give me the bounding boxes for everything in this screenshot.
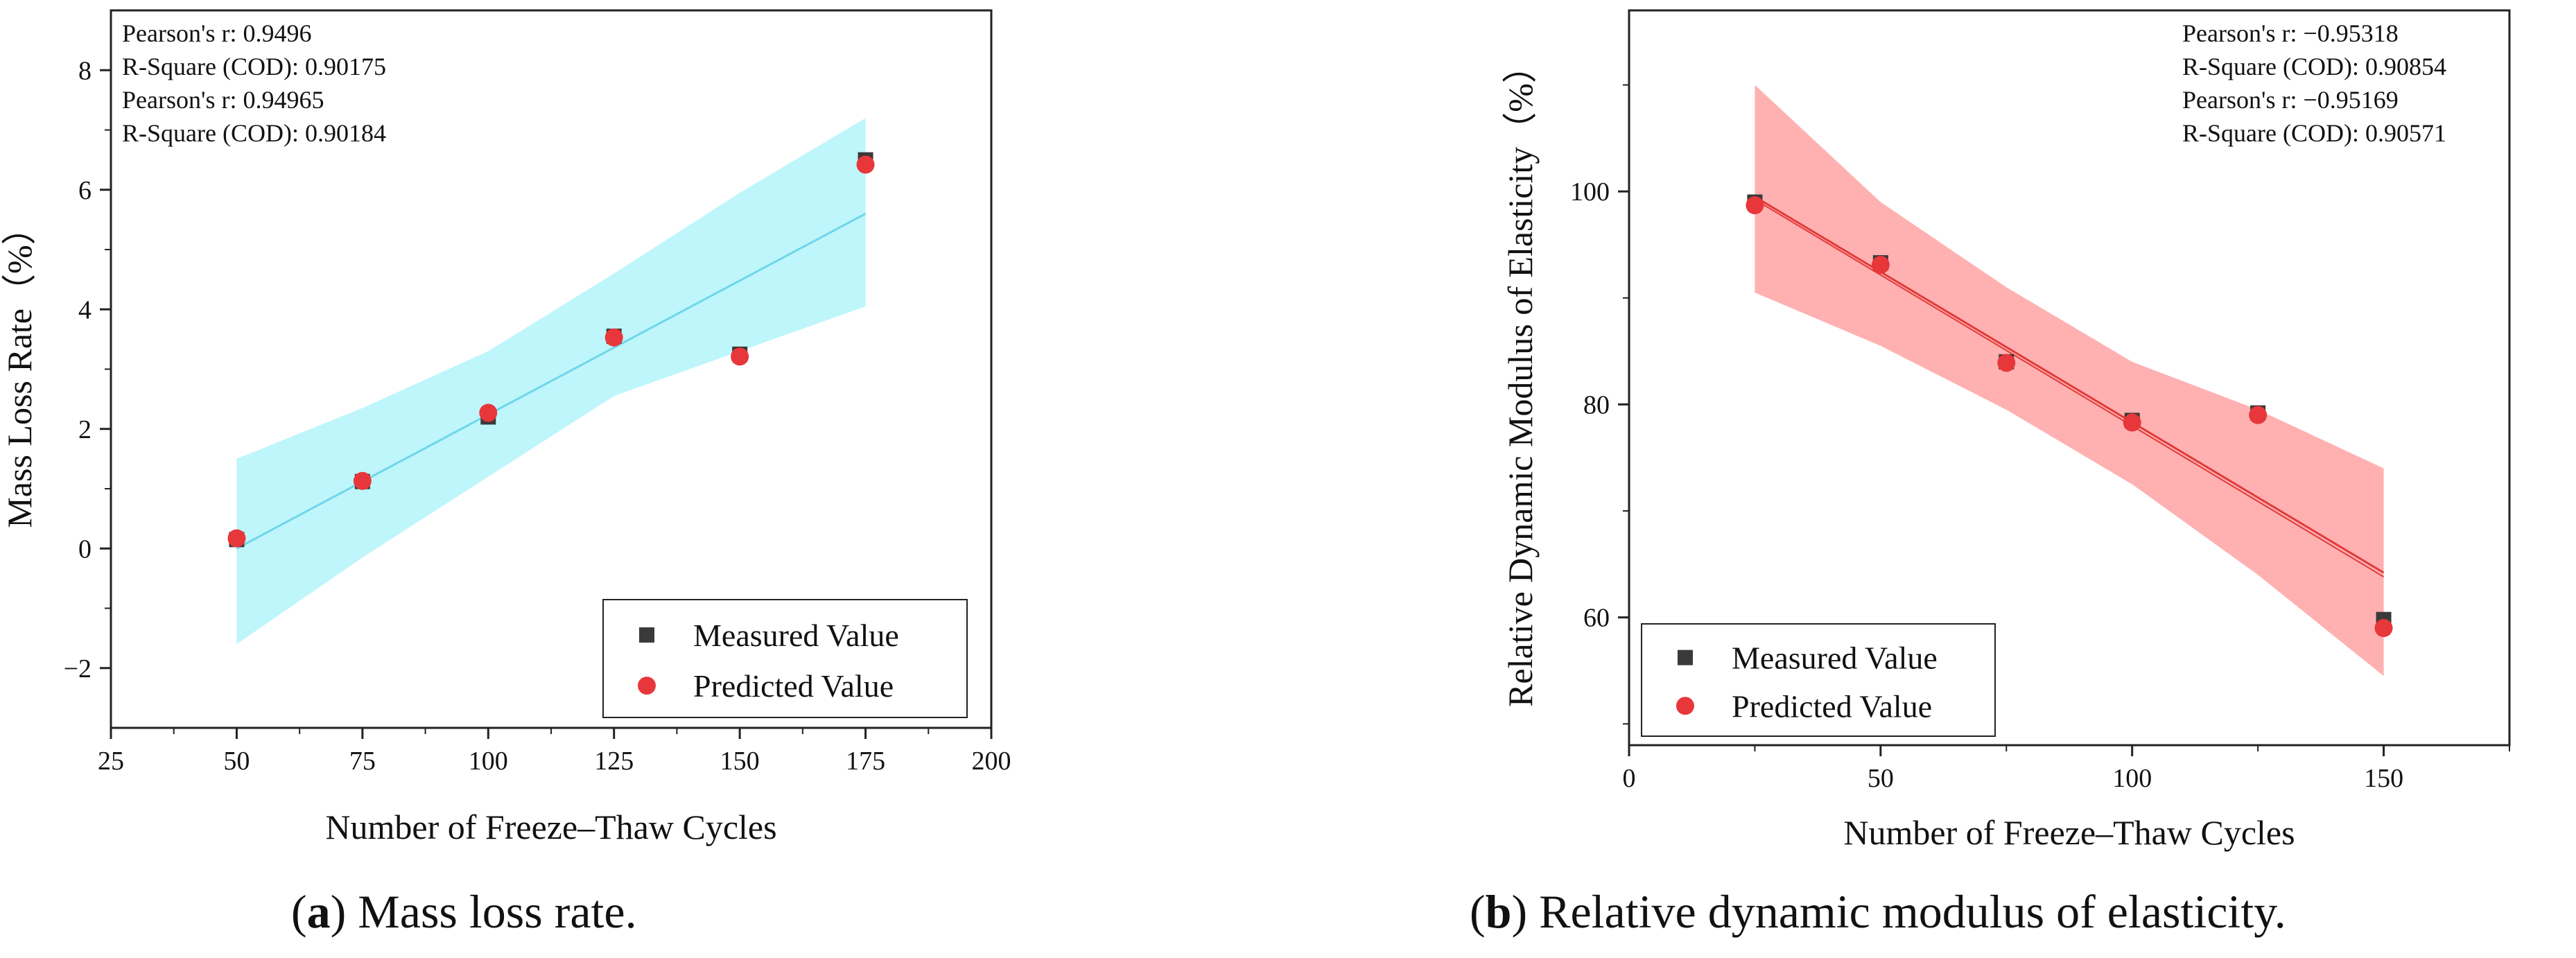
panel-caption: (b) Relative dynamic modulus of elastici… [1470,885,2286,938]
legend-marker-predicted [1676,697,1694,715]
predicted-point [353,471,372,490]
x-tick-label: 200 [972,747,1011,776]
y-tick-label: 4 [78,295,92,324]
y-tick-label: −2 [64,654,92,683]
stats-annotation: R-Square (COD): 0.90854 [2182,53,2446,80]
x-tick-label: 50 [1868,764,1894,793]
x-axis-title: Number of Freeze–Thaw Cycles [325,808,776,846]
predicted-point [2123,413,2141,432]
x-tick-label: 100 [469,747,508,776]
predicted-point [1871,256,1890,275]
x-tick-label: 0 [1623,764,1636,793]
stats-annotation: R-Square (COD): 0.90175 [122,53,386,80]
caption-prefix: ( [1470,885,1486,938]
y-tick-label: 100 [1570,177,1610,207]
legend-marker-predicted [638,677,656,695]
chart-panel-b: 0 50 100 150 60 80 100 Number of Freeze–Thaw Cy… [1470,9,2511,938]
x-tick-label: 75 [349,747,376,776]
caption-letter: a [307,885,331,938]
legend-label-measured: Measured Value [693,618,899,653]
fit-line [1754,195,2385,574]
stats-annotation: Pearson's r: 0.9496 [122,19,311,47]
stats-annotation: R-Square (COD): 0.90184 [122,119,386,147]
predicted-point [479,403,498,422]
x-tick-label: 25 [98,747,124,776]
y-tick-label: 80 [1583,390,1610,419]
caption-letter: b [1486,885,1512,938]
x-tick-label: 100 [2112,764,2152,793]
x-tick-label: 175 [846,747,885,776]
legend-marker-measured [1678,650,1693,665]
x-tick-label: 150 [720,747,760,776]
predicted-point [2374,619,2393,638]
predicted-point [731,347,749,366]
x-axis-title: Number of Freeze–Thaw Cycles [1843,813,2295,852]
y-axis-title: Relative Dynamic Modulus of Elasticity（%… [1501,49,1540,707]
predicted-point [2249,406,2268,424]
y-tick-label: 0 [78,534,92,564]
stats-annotation: Pearson's r: 0.94965 [122,86,324,114]
legend-box [602,599,968,718]
predicted-point [1746,196,1764,215]
legend-box [1641,623,1996,737]
fit-line-predicted [1754,198,2385,577]
predicted-point [604,328,623,347]
x-tick-label: 50 [223,747,250,776]
fit-line [236,212,867,550]
x-tick-label: 150 [2364,764,2403,793]
x-tick-label: 125 [594,747,634,776]
y-tick-label: 6 [78,176,92,205]
stats-annotation: Pearson's r: −0.95169 [2182,86,2399,114]
caption-prefix: ( [291,885,307,938]
legend-label-measured: Measured Value [1732,641,1938,676]
plot-frame [1628,9,2511,747]
y-axis-title: Mass Loss Rate（%） [0,210,39,528]
predicted-point [856,155,875,174]
legend-marker-measured [639,627,654,643]
legend-label-predicted: Predicted Value [693,668,894,704]
confidence-band [1755,85,2384,677]
stats-annotation: R-Square (COD): 0.90571 [2182,119,2446,147]
predicted-point [227,529,246,548]
panel-caption: (a) Mass loss rate. [291,885,637,938]
y-tick-label: 8 [78,56,92,85]
caption-text: ) Mass loss rate. [331,885,637,938]
caption-text: ) Relative dynamic modulus of elasticity… [1511,885,2286,938]
y-tick-label: 2 [78,415,92,444]
chart-panel-a: 25 50 75 100 125 150 175 200 −2 0 2 4 6 8 Number of Fr… [0,9,1011,938]
stats-annotation: Pearson's r: −0.95318 [2182,19,2399,47]
y-tick-label: 60 [1583,604,1610,633]
predicted-point [1997,354,2016,372]
legend-label-predicted: Predicted Value [1732,688,1932,724]
